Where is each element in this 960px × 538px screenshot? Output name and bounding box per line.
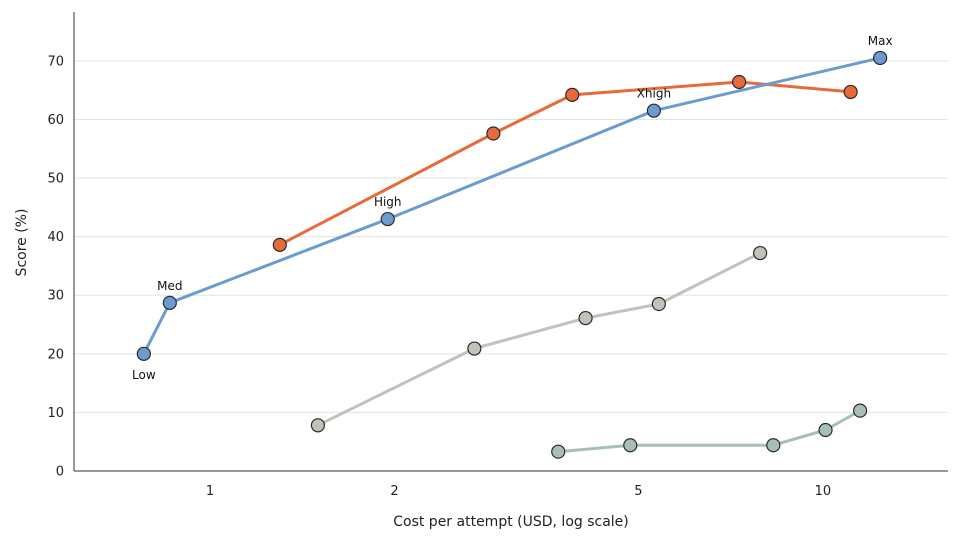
data-point	[873, 50, 888, 66]
data-point	[732, 74, 747, 90]
series-2	[136, 50, 888, 361]
x-tick-label: 10	[815, 484, 832, 499]
series-line-3	[316, 251, 762, 427]
x-axis-title: Cost per attempt (USD, log scale)	[393, 514, 629, 530]
series-3	[310, 245, 768, 433]
data-point	[310, 418, 326, 433]
point-label: Low	[132, 368, 156, 382]
data-point	[843, 84, 858, 100]
y-tick-label: 20	[47, 347, 64, 362]
point-labels: Low Med High Xhigh Max	[132, 34, 893, 382]
data-point	[766, 438, 781, 453]
point-label: Max	[868, 34, 893, 48]
data-point	[753, 245, 768, 261]
data-point	[272, 237, 287, 252]
y-tick-label: 60	[47, 113, 64, 128]
series-group	[136, 50, 888, 459]
data-point	[651, 296, 666, 312]
y-axis-title: Score (%)	[14, 209, 30, 277]
y-tick-label: 70	[47, 54, 64, 69]
point-label: Med	[157, 279, 182, 293]
data-point	[551, 444, 566, 459]
y-tick-label: 50	[47, 172, 64, 187]
data-point	[578, 310, 593, 326]
series-line-2	[142, 56, 882, 356]
data-point	[486, 126, 501, 141]
series-line-4	[556, 409, 862, 454]
data-point	[852, 403, 868, 418]
y-tick-label: 0	[56, 465, 64, 480]
point-label: High	[374, 195, 402, 209]
x-tick-label: 2	[390, 484, 398, 499]
point-label: Xhigh	[637, 87, 671, 101]
data-point	[136, 346, 151, 361]
x-tick-label: 1	[206, 484, 214, 499]
grid-lines	[74, 60, 948, 413]
tick-labels: 0 10 20 30 40 50 60 70 1 2 5 10	[47, 54, 831, 499]
series-line-1	[278, 80, 853, 247]
y-tick-label: 10	[47, 406, 64, 421]
series-4	[551, 403, 868, 459]
x-tick-label: 5	[634, 484, 642, 499]
data-point	[818, 422, 833, 438]
data-point	[380, 211, 395, 227]
series-1	[272, 74, 858, 252]
data-point	[565, 87, 580, 102]
data-point	[162, 295, 177, 310]
y-tick-label: 30	[47, 289, 64, 304]
y-tick-label: 40	[47, 230, 64, 245]
data-point	[467, 341, 482, 356]
data-point	[646, 103, 661, 118]
data-point	[623, 438, 638, 453]
